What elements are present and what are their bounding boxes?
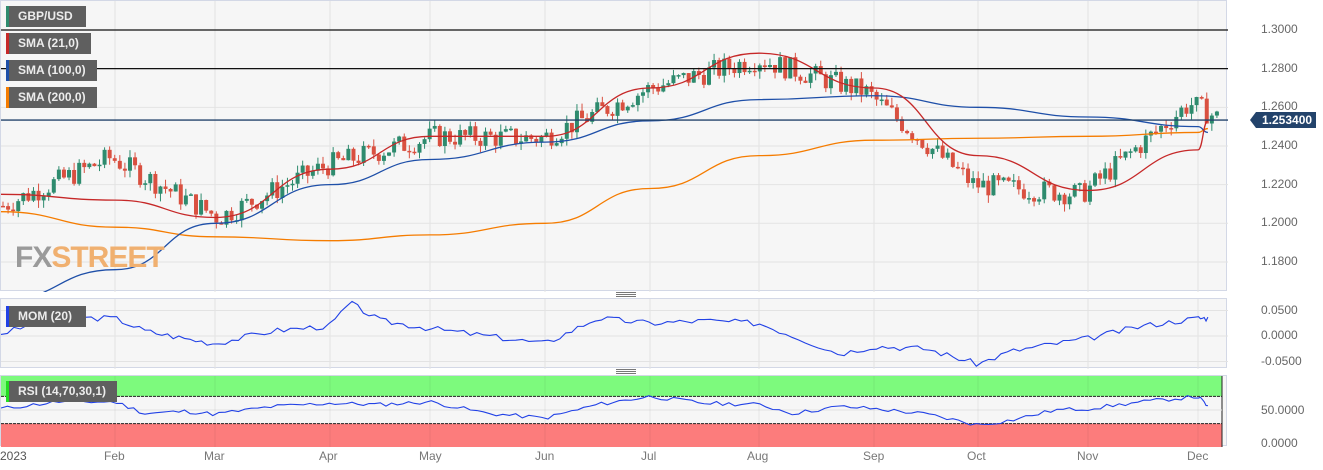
mom-tick-0.05: 0.0500 [1261, 303, 1298, 317]
watermark-fx: FX [15, 241, 52, 274]
legend-symbol-label: GBP/USD [18, 9, 73, 23]
rsi-tick-0: 0.0000 [1261, 436, 1298, 450]
price-chart-panel[interactable]: FXSTREET GBP/USD SMA (21,0) SMA (100,0) … [0, 0, 1228, 292]
x-tick-2023: 2023 [0, 449, 27, 463]
legend-rsi[interactable]: RSI (14,70,30,1) [6, 381, 117, 402]
legend-sma21-label: SMA (21,0) [18, 36, 79, 50]
x-tick-feb: Feb [104, 449, 125, 463]
legend-sma100[interactable]: SMA (100,0) [6, 60, 97, 81]
last-price-tag: 1.253400 [1249, 112, 1317, 128]
x-tick-nov: Nov [1077, 449, 1099, 463]
legend-sma21[interactable]: SMA (21,0) [6, 33, 91, 54]
momentum-line-chart [1, 299, 1228, 369]
legend-sma100-label: SMA (100,0) [18, 63, 86, 77]
y-tick-1.2600: 1.2600 [1261, 99, 1298, 113]
mom-tick-0: 0.0000 [1261, 328, 1298, 342]
sma100-color-swatch [6, 60, 9, 81]
resize-handle-rsi[interactable] [616, 369, 636, 375]
y-tick-1.2400: 1.2400 [1261, 138, 1298, 152]
x-tick-aug: Aug [747, 449, 769, 463]
rsi-tick-50: 50.0000 [1261, 403, 1305, 417]
legend-mom[interactable]: MOM (20) [6, 306, 86, 327]
legend-symbol[interactable]: GBP/USD [6, 6, 86, 27]
y-tick-1.2000: 1.2000 [1261, 215, 1298, 229]
mom-color-swatch [6, 306, 9, 327]
x-tick-may: May [419, 449, 442, 463]
rsi-panel[interactable]: RSI (14,70,30,1) [0, 375, 1227, 447]
sma21-color-swatch [6, 33, 9, 54]
fxstreet-watermark: FXSTREET [15, 241, 165, 275]
sma200-color-swatch [6, 87, 9, 108]
legend-sma200-label: SMA (200,0) [18, 90, 86, 104]
y-tick-1.1800: 1.1800 [1261, 254, 1298, 268]
legend-mom-label: MOM (20) [18, 309, 72, 323]
resize-handle-mom[interactable] [616, 292, 636, 298]
x-tick-jun: Jun [535, 449, 555, 463]
rsi-line-chart [1, 376, 1223, 447]
x-tick-dec: Dec [1187, 449, 1209, 463]
y-tick-1.2200: 1.2200 [1261, 177, 1298, 191]
momentum-panel[interactable]: MOM (20) [0, 298, 1228, 369]
x-tick-apr: Apr [319, 449, 338, 463]
x-tick-oct: Oct [967, 449, 986, 463]
x-tick-jul: Jul [641, 449, 657, 463]
y-tick-1.3000: 1.3000 [1261, 22, 1298, 36]
watermark-street: STREET [51, 241, 164, 274]
candlestick-chart [1, 1, 1228, 292]
mom-tick-neg0.05: -0.0500 [1261, 354, 1302, 368]
rsi-color-swatch [6, 381, 9, 402]
x-tick-sep: Sep [863, 449, 885, 463]
x-tick-mar: Mar [204, 449, 225, 463]
symbol-color-swatch [6, 6, 9, 27]
legend-rsi-label: RSI (14,70,30,1) [18, 384, 107, 398]
legend-sma200[interactable]: SMA (200,0) [6, 87, 97, 108]
y-tick-1.2800: 1.2800 [1261, 61, 1298, 75]
